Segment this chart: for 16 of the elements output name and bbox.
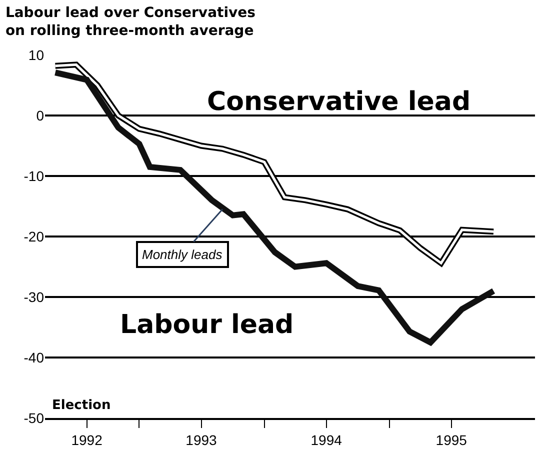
chart-title: Labour lead over Conservatives on rolling three-month average — [5, 4, 256, 39]
y-tick-label: -10 — [24, 168, 44, 184]
x-tick-label: 1995 — [436, 432, 468, 448]
annotation: Monthly leads — [142, 247, 223, 262]
y-tick-label: -40 — [24, 349, 44, 366]
x-tick-label: 1994 — [310, 432, 342, 448]
y-tick-label: -30 — [24, 288, 44, 305]
x-tick-label: 1992 — [71, 432, 103, 448]
annotation: Labour lead — [120, 310, 294, 340]
y-tick-label: 10 — [28, 46, 44, 63]
y-tick-label: 0 — [36, 107, 44, 124]
y-tick-label: -50 — [24, 410, 44, 426]
y-tick-label: -20 — [24, 228, 44, 244]
annotation: Election — [52, 398, 111, 413]
annotation: Conservative lead — [207, 87, 471, 117]
x-tick-label: 1993 — [186, 432, 218, 448]
